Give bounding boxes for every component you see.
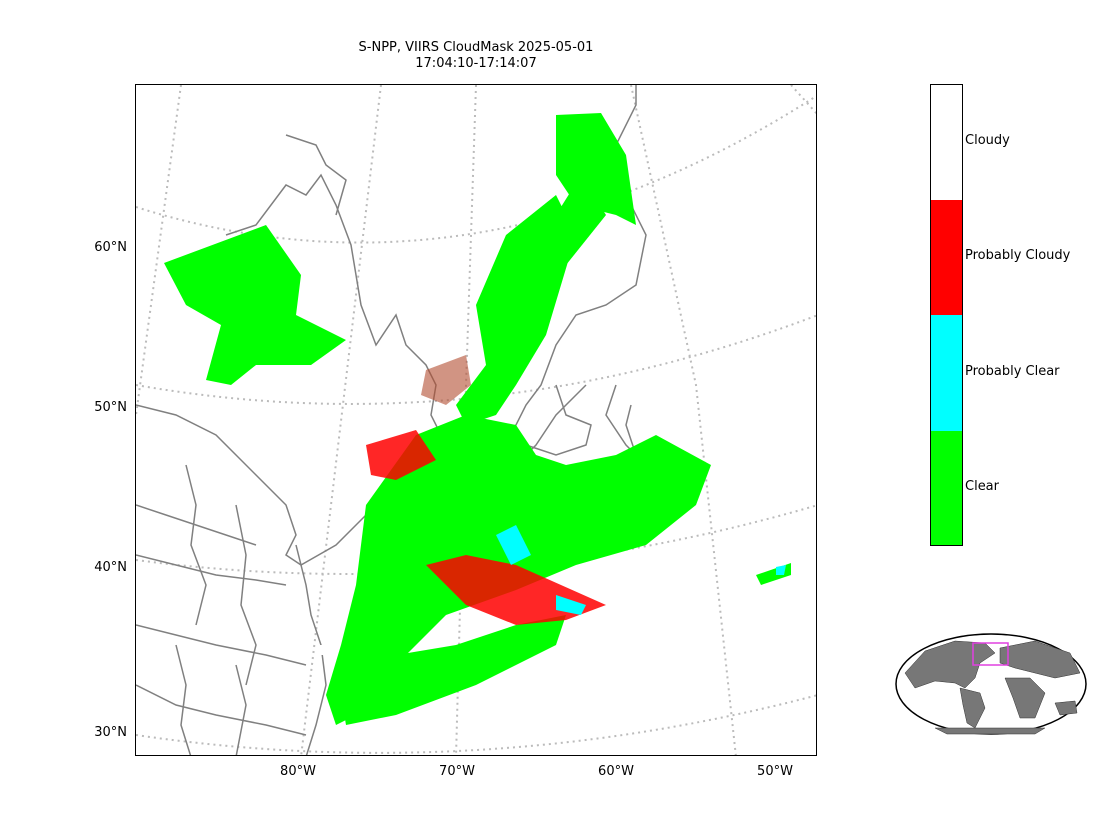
inset-region-box xyxy=(972,642,1009,666)
colorbar-label-probably-cloudy: Probably Cloudy xyxy=(965,248,1071,263)
colorbar-label-cloudy: Cloudy xyxy=(965,133,1010,148)
map-panel[interactable] xyxy=(135,84,817,756)
colorbar-label-clear: Clear xyxy=(965,479,999,494)
colorbar-probably-cloudy-swatch xyxy=(931,200,962,315)
lat-label-40n: 40°N xyxy=(94,560,127,575)
lon-label-60w: 60°W xyxy=(598,764,634,779)
cloud-mask-colorbar xyxy=(930,84,963,546)
cloud-mask-map xyxy=(136,85,816,755)
lon-label-50w: 50°W xyxy=(757,764,793,779)
colorbar-label-probably-clear: Probably Clear xyxy=(965,364,1060,379)
lat-label-50n: 50°N xyxy=(94,400,127,415)
colorbar-clear-swatch xyxy=(931,431,962,545)
colorbar-probably-clear-swatch xyxy=(931,315,962,431)
lat-label-60n: 60°N xyxy=(94,240,127,255)
lat-label-30n: 30°N xyxy=(94,725,127,740)
globe-inset-map xyxy=(895,633,1087,735)
map-title-line2: 17:04:10-17:14:07 xyxy=(415,56,537,71)
colorbar-cloudy-swatch xyxy=(931,85,962,200)
map-title-line1: S-NPP, VIIRS CloudMask 2025-05-01 xyxy=(358,40,594,55)
lon-label-70w: 70°W xyxy=(439,764,475,779)
lon-label-80w: 80°W xyxy=(280,764,316,779)
cloud-mask-swath xyxy=(164,113,791,725)
